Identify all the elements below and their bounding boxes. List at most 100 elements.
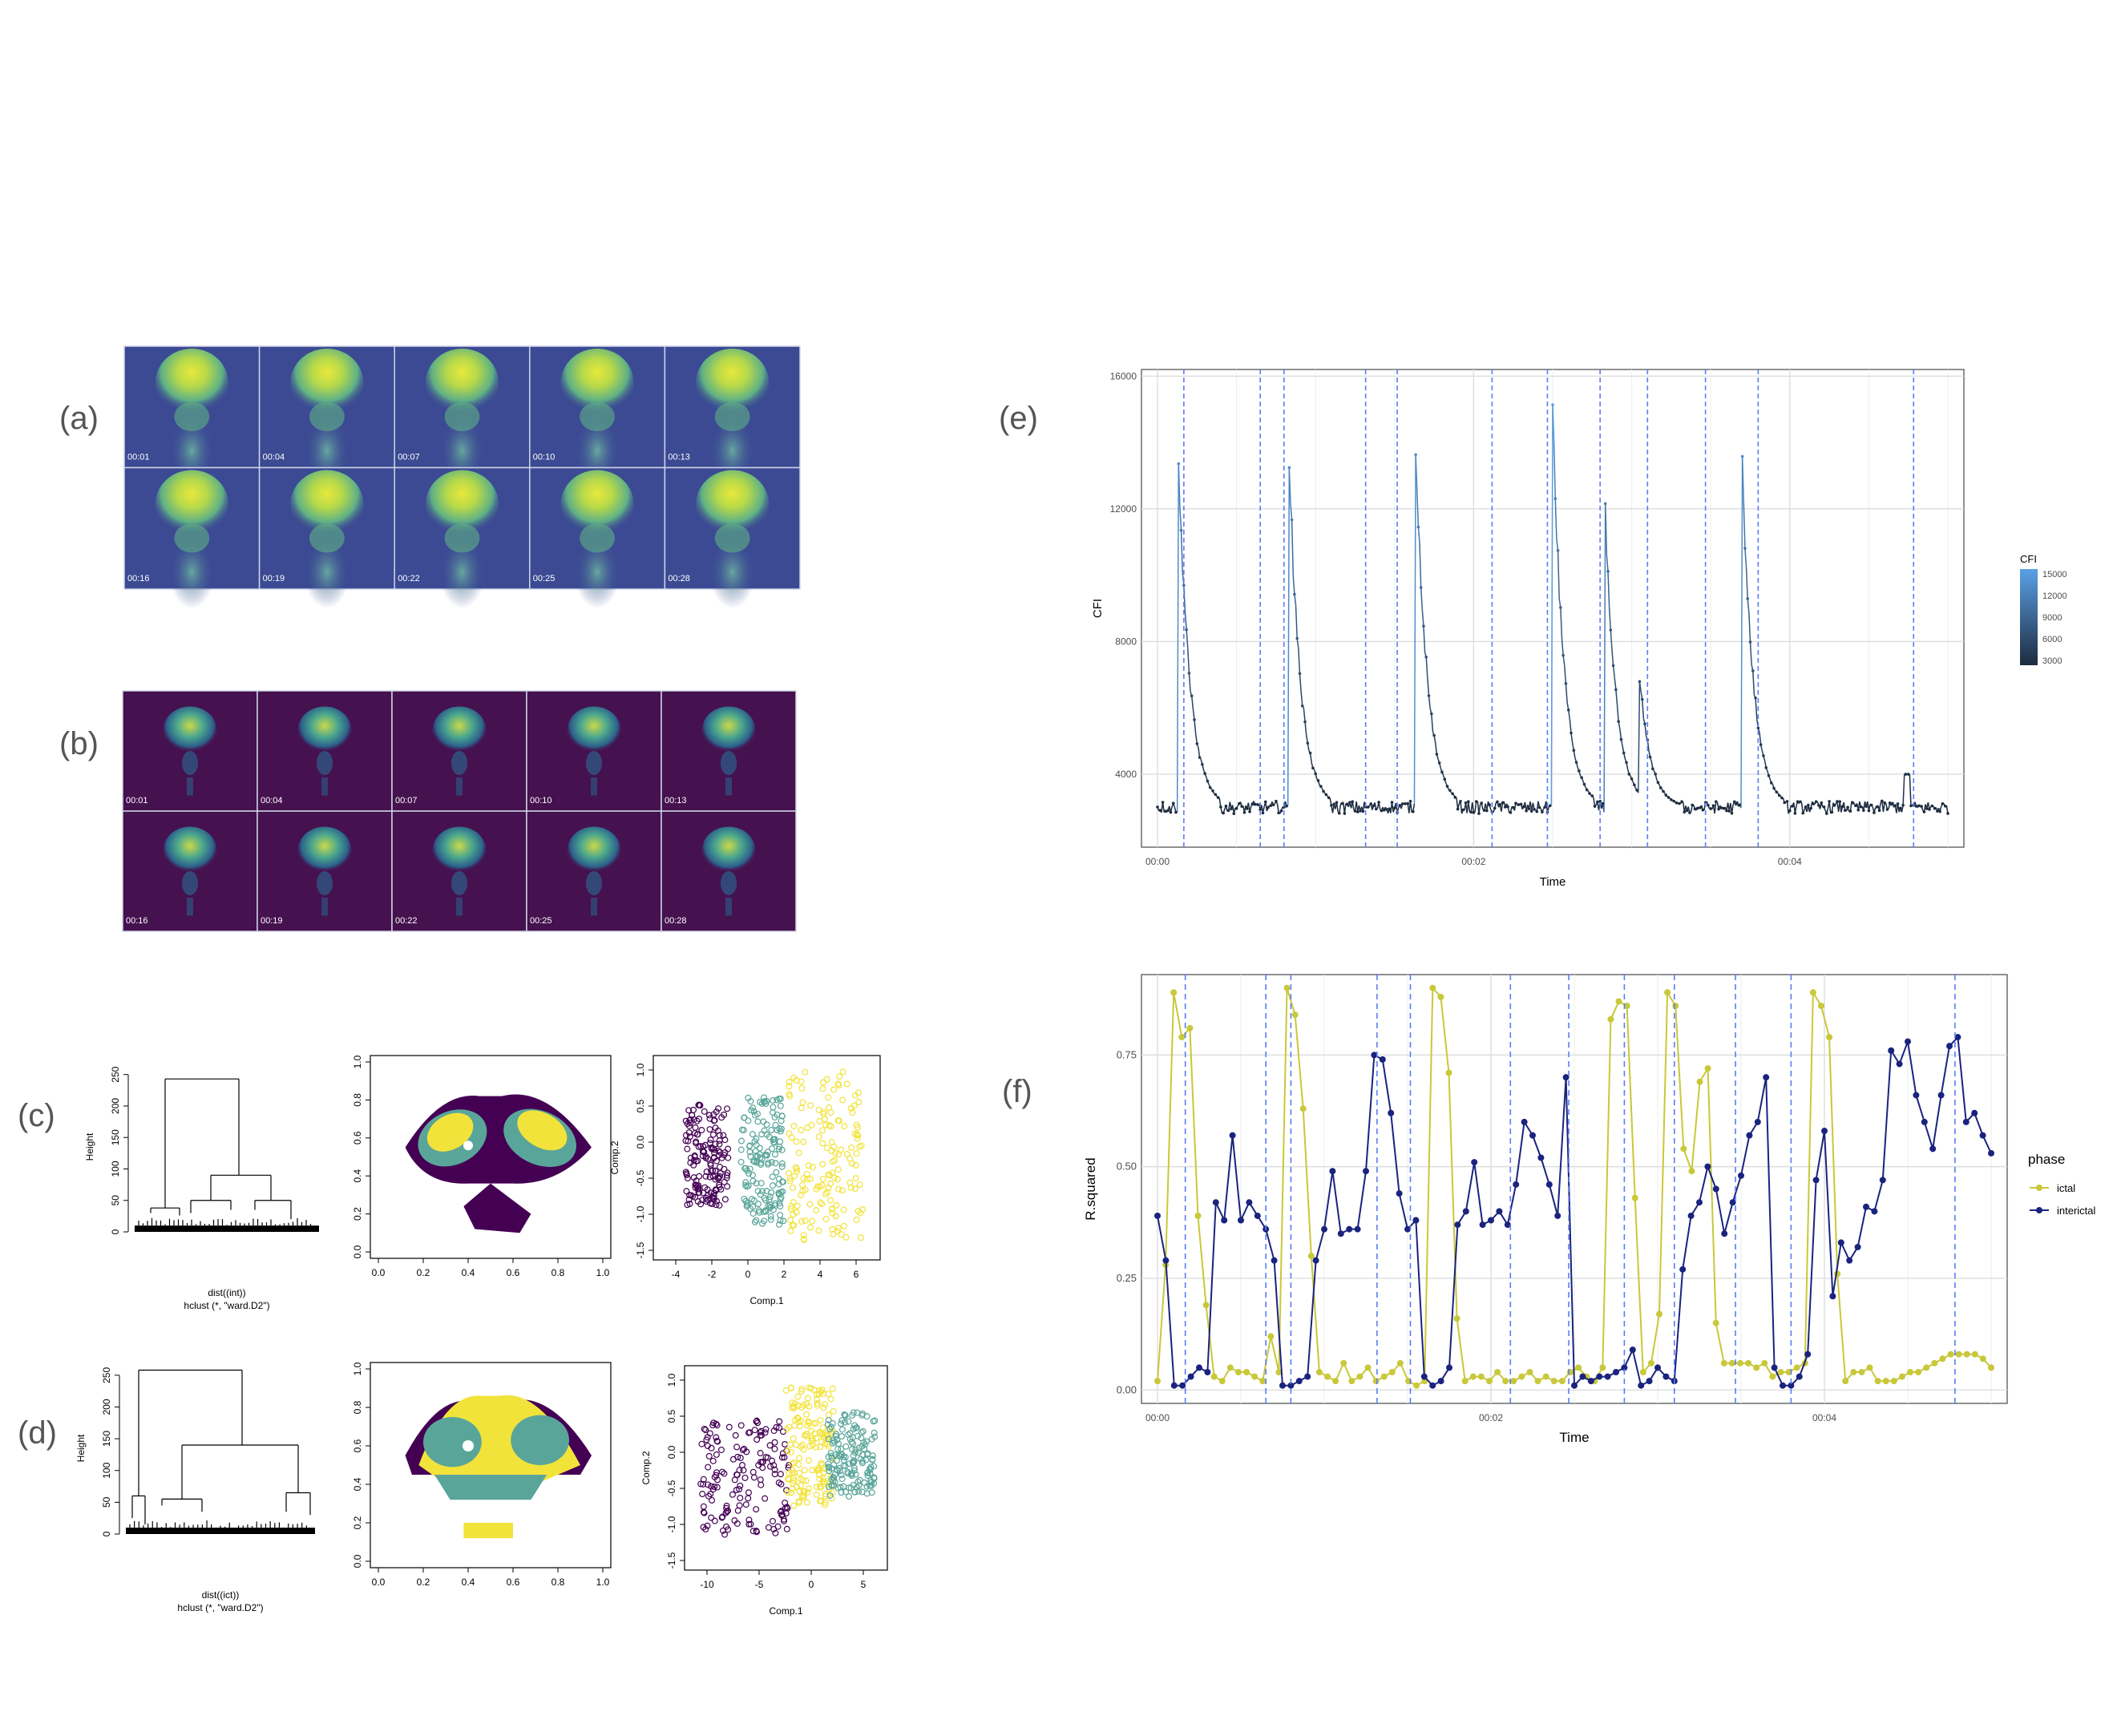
- pca-point: [741, 1474, 749, 1481]
- pca-point: [772, 1529, 779, 1536]
- pca-point: [711, 1517, 718, 1524]
- pca-point: [778, 1480, 785, 1488]
- region-purple-lower: [463, 1183, 531, 1233]
- series-point-interictal: [1554, 1212, 1561, 1219]
- cfi-segment: [1456, 797, 1459, 809]
- series-point-interictal: [1379, 1056, 1386, 1063]
- cfi-point: [1651, 767, 1654, 770]
- y-tick-label: 0.6: [352, 1131, 363, 1145]
- x-tick-label: -2: [708, 1269, 717, 1280]
- cfi-segment: [1644, 724, 1647, 737]
- cfi-point: [1506, 805, 1509, 809]
- pca-point: [734, 1507, 741, 1514]
- cfi-segment: [1423, 626, 1426, 653]
- cfi-segment: [1304, 721, 1307, 736]
- pca-point: [817, 1199, 824, 1206]
- cfi-point: [1412, 809, 1415, 813]
- series-point-ictal: [1558, 1378, 1566, 1385]
- cfi-segment: [1296, 638, 1299, 648]
- series-point-interictal: [1346, 1225, 1353, 1233]
- pca-point: [831, 1157, 838, 1164]
- pca-point: [842, 1233, 850, 1241]
- cfi-segment: [1800, 802, 1804, 813]
- x-tick-label: 5: [861, 1579, 867, 1590]
- cfi-point: [1670, 798, 1673, 801]
- series-point-interictal: [1905, 1038, 1911, 1045]
- cfi-point: [1548, 804, 1552, 808]
- cfi-point: [1319, 785, 1323, 788]
- pca-point: [749, 1172, 757, 1179]
- pca-point: [858, 1429, 865, 1436]
- cfi-point: [1240, 805, 1243, 808]
- pca-point: [706, 1140, 713, 1147]
- series-point-ictal: [1623, 1003, 1630, 1010]
- pca-point: [716, 1163, 723, 1170]
- pca-point: [724, 1169, 731, 1177]
- pca-point: [818, 1498, 825, 1505]
- pca-point: [703, 1168, 710, 1175]
- pca-point: [794, 1165, 801, 1173]
- pca-point: [770, 1096, 777, 1104]
- cfi-segment: [1474, 801, 1477, 813]
- cfi-point: [1393, 806, 1396, 809]
- cfi-segment: [1747, 598, 1750, 613]
- pca-point: [808, 1427, 815, 1435]
- series-point-ictal: [1777, 1368, 1784, 1375]
- cfi-point: [1933, 806, 1937, 810]
- series-point-ictal: [1453, 1315, 1460, 1322]
- cfi-point: [1664, 793, 1668, 797]
- pca-point: [766, 1193, 774, 1201]
- series-point-interictal: [1587, 1378, 1594, 1385]
- region-hole: [463, 1440, 474, 1451]
- cfi-point: [1382, 808, 1386, 812]
- pca-point: [853, 1216, 860, 1223]
- cfi-segment: [1162, 801, 1165, 813]
- pca-point: [709, 1167, 717, 1174]
- pca-point: [806, 1457, 813, 1464]
- pca-point: [817, 1484, 824, 1492]
- pca-point: [692, 1193, 699, 1201]
- pca-point: [856, 1181, 863, 1189]
- pca-point: [806, 1403, 813, 1410]
- cfi-point: [1440, 770, 1444, 774]
- series-point-ictal: [1291, 1011, 1299, 1019]
- panel-label-a: (a): [59, 401, 99, 436]
- cfi-segment: [1309, 753, 1313, 764]
- pca-point: [705, 1463, 712, 1471]
- cfi-point: [1899, 806, 1902, 810]
- pca-point: [854, 1132, 862, 1139]
- pca-point: [852, 1471, 859, 1478]
- cfi-segment: [1303, 708, 1306, 722]
- cfi-point: [1369, 802, 1373, 805]
- pca-point: [760, 1118, 767, 1125]
- cfi-point: [1725, 809, 1728, 813]
- pca-point: [818, 1201, 826, 1208]
- pca-point: [749, 1131, 756, 1138]
- series-point-ictal: [1736, 1359, 1743, 1367]
- pca-point: [836, 1073, 843, 1080]
- series-point-ictal: [1842, 1378, 1849, 1385]
- cfi-segment: [1604, 503, 1608, 555]
- region-teal-lower: [434, 1475, 547, 1500]
- pca-point: [860, 1439, 867, 1446]
- pca-point: [713, 1422, 721, 1429]
- pca-point: [791, 1422, 798, 1429]
- series-point-ictal: [1720, 1359, 1727, 1367]
- series-point-ictal: [1372, 1378, 1380, 1385]
- series-point-ictal: [1753, 1364, 1760, 1371]
- series-point-ictal: [1315, 1368, 1323, 1375]
- cfi-point: [1828, 800, 1831, 803]
- pca-point: [826, 1492, 834, 1499]
- series-point-interictal: [1196, 1364, 1202, 1371]
- y-tick-label: 0.75: [1117, 1048, 1137, 1060]
- cfi-segment: [1556, 539, 1559, 551]
- pca-point: [845, 1431, 852, 1438]
- pca-point: [825, 1185, 832, 1192]
- series-point-ictal: [1469, 1373, 1477, 1380]
- pca-point: [738, 1126, 745, 1133]
- pca-point: [863, 1490, 871, 1497]
- cfi-point: [1867, 809, 1871, 813]
- cfi-point: [1201, 763, 1204, 766]
- cfi-point: [1432, 733, 1436, 737]
- pca-point: [841, 1123, 848, 1130]
